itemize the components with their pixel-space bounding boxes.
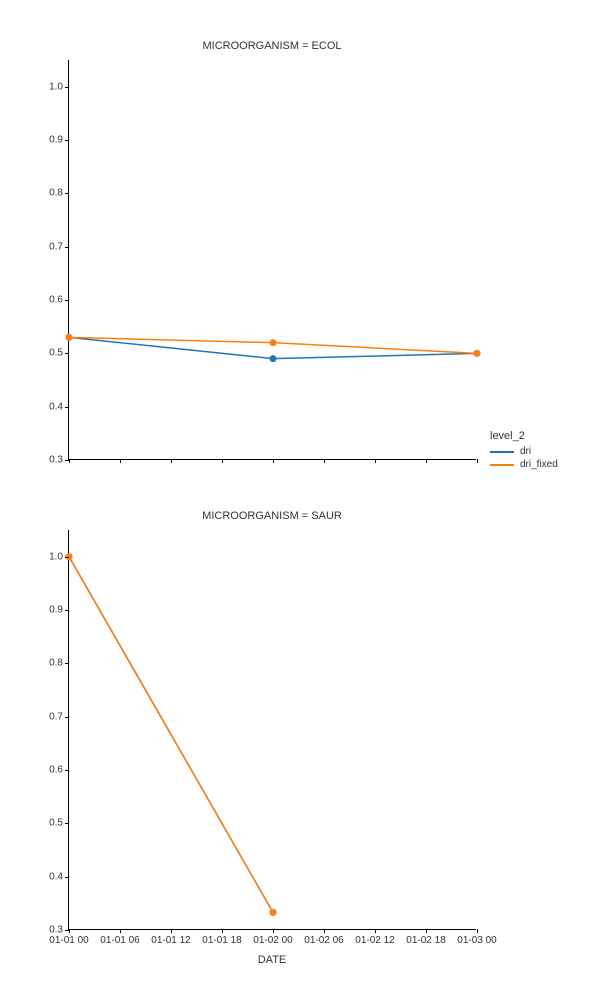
- ytick-mark: [65, 193, 69, 194]
- ytick-label: 0.9: [49, 135, 63, 146]
- ytick-mark: [65, 770, 69, 771]
- ytick-mark: [65, 300, 69, 301]
- panel-ecol: MICROORGANISM = ECOL 0.30.40.50.60.70.80…: [68, 60, 476, 460]
- xtick-mark: [273, 929, 274, 933]
- xtick-mark: [324, 929, 325, 933]
- series-line-dri_fixed: [69, 557, 273, 913]
- ytick-mark: [65, 717, 69, 718]
- xtick-mark: [171, 929, 172, 933]
- ytick-mark: [65, 663, 69, 664]
- ytick-label: 0.4: [49, 871, 63, 882]
- xtick-mark: [426, 459, 427, 463]
- xtick-mark: [477, 459, 478, 463]
- ytick-label: 0.8: [49, 188, 63, 199]
- legend-title: level_2: [490, 430, 558, 442]
- ytick-label: 0.5: [49, 818, 63, 829]
- ytick-label: 1.0: [49, 551, 63, 562]
- ytick-label: 0.3: [49, 925, 63, 936]
- xtick-mark: [120, 929, 121, 933]
- ytick-mark: [65, 140, 69, 141]
- ytick-label: 0.7: [49, 241, 63, 252]
- ytick-mark: [65, 247, 69, 248]
- xtick-mark: [324, 459, 325, 463]
- ytick-mark: [65, 87, 69, 88]
- xtick-label: 01-02 00: [253, 935, 292, 946]
- lines-ecol: [69, 60, 477, 460]
- xtick-mark: [477, 929, 478, 933]
- xtick-mark: [171, 459, 172, 463]
- xtick-label: 01-01 00: [49, 935, 88, 946]
- series-marker-dri: [270, 355, 277, 362]
- xtick-mark: [273, 459, 274, 463]
- xtick-mark: [375, 929, 376, 933]
- ytick-label: 0.9: [49, 605, 63, 616]
- ytick-mark: [65, 823, 69, 824]
- ytick-label: 0.8: [49, 658, 63, 669]
- series-marker-dri_fixed: [66, 334, 73, 341]
- xtick-label: 01-02 18: [406, 935, 445, 946]
- panel-title-ecol: MICROORGANISM = ECOL: [68, 40, 476, 52]
- xtick-mark: [222, 929, 223, 933]
- ytick-label: 0.7: [49, 711, 63, 722]
- xtick-mark: [69, 929, 70, 933]
- xtick-label: 01-02 06: [304, 935, 343, 946]
- ytick-mark: [65, 353, 69, 354]
- x-axis-label: DATE: [68, 954, 476, 966]
- legend-swatch: [490, 451, 514, 453]
- ytick-label: 0.3: [49, 455, 63, 466]
- series-marker-dri_fixed: [270, 909, 277, 916]
- ytick-mark: [65, 610, 69, 611]
- lines-saur: [69, 530, 477, 930]
- ytick-label: 1.0: [49, 81, 63, 92]
- panel-saur: MICROORGANISM = SAUR 0.30.40.50.60.70.80…: [68, 530, 476, 930]
- ytick-mark: [65, 557, 69, 558]
- plot-area-saur: 0.30.40.50.60.70.80.91.001-01 0001-01 06…: [68, 530, 476, 930]
- plot-area-ecol: 0.30.40.50.60.70.80.91.0: [68, 60, 476, 460]
- xtick-mark: [120, 459, 121, 463]
- figure: MICROORGANISM = ECOL 0.30.40.50.60.70.80…: [0, 0, 609, 1000]
- legend-item-dri_fixed: dri_fixed: [490, 459, 558, 470]
- xtick-label: 01-02 12: [355, 935, 394, 946]
- legend-swatch: [490, 464, 514, 466]
- ytick-label: 0.6: [49, 295, 63, 306]
- legend-item-dri: dri: [490, 446, 558, 457]
- ytick-label: 0.4: [49, 401, 63, 412]
- xtick-label: 01-01 18: [202, 935, 241, 946]
- legend-label: dri: [520, 446, 531, 457]
- xtick-mark: [69, 459, 70, 463]
- ytick-label: 0.6: [49, 765, 63, 776]
- legend: level_2 dri dri_fixed: [490, 430, 558, 472]
- legend-label: dri_fixed: [520, 459, 558, 470]
- xtick-mark: [222, 459, 223, 463]
- ytick-mark: [65, 877, 69, 878]
- xtick-label: 01-01 12: [151, 935, 190, 946]
- xtick-label: 01-03 00: [457, 935, 496, 946]
- xtick-label: 01-01 06: [100, 935, 139, 946]
- panel-title-saur: MICROORGANISM = SAUR: [68, 510, 476, 522]
- xtick-mark: [375, 459, 376, 463]
- ytick-label: 0.5: [49, 348, 63, 359]
- ytick-mark: [65, 407, 69, 408]
- xtick-mark: [426, 929, 427, 933]
- series-marker-dri_fixed: [474, 350, 481, 357]
- series-marker-dri_fixed: [270, 339, 277, 346]
